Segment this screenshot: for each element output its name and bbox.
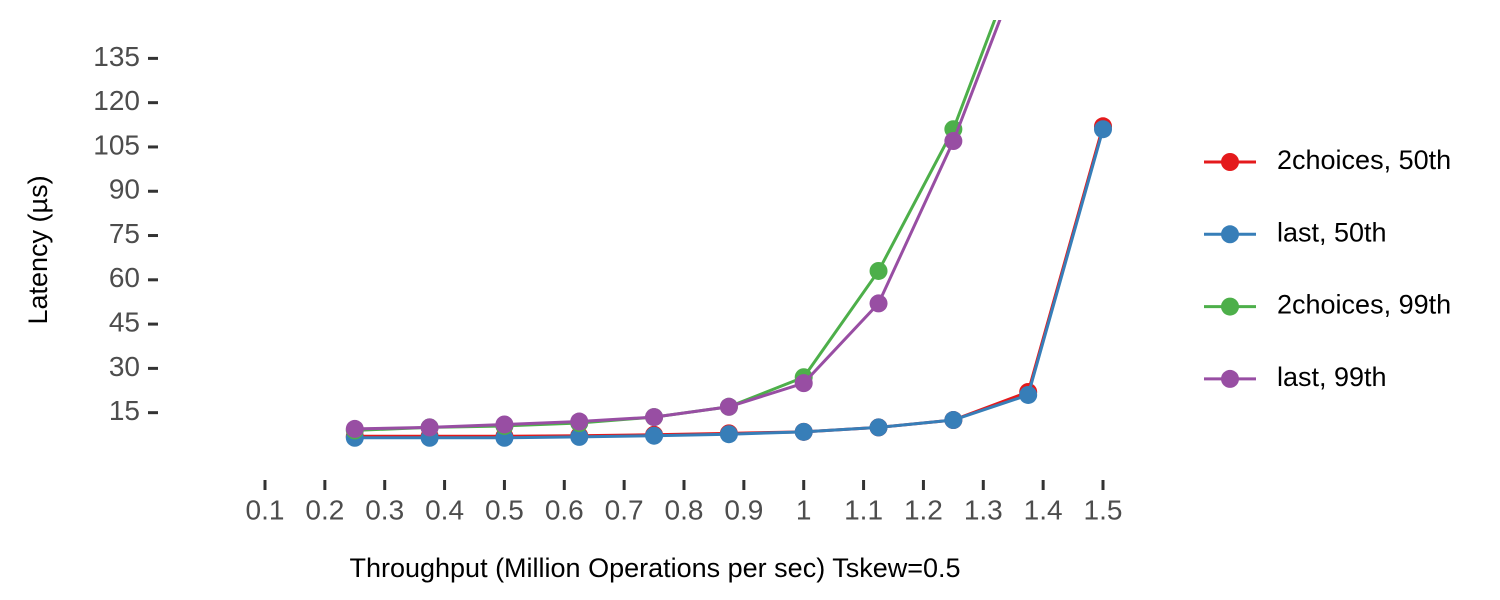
x-tick-label: 1.1 xyxy=(844,494,883,525)
data-point xyxy=(345,419,364,438)
x-tick-label: 0.5 xyxy=(485,494,524,525)
data-point xyxy=(570,412,589,431)
x-tick-label: 0.7 xyxy=(605,494,644,525)
x-axis-label: Throughput (Million Operations per sec) … xyxy=(349,553,960,583)
y-tick-label: 90 xyxy=(109,174,140,205)
data-point xyxy=(1019,385,1038,404)
legend-marker xyxy=(1221,369,1239,388)
x-tick-label: 0.9 xyxy=(724,494,763,525)
x-tick-label: 0.2 xyxy=(305,494,344,525)
data-point xyxy=(420,418,439,437)
y-tick-label: 75 xyxy=(109,218,140,249)
data-point xyxy=(869,418,888,437)
legend-marker xyxy=(1221,153,1239,171)
plot-area xyxy=(345,20,1112,447)
x-tick-label: 1.5 xyxy=(1084,494,1123,525)
x-tick-label: 1.3 xyxy=(964,494,1003,525)
y-tick-label: 60 xyxy=(109,262,140,293)
data-point xyxy=(869,294,888,313)
y-tick-label: 105 xyxy=(93,129,140,160)
x-tick-label: 0.4 xyxy=(425,494,464,525)
series-line xyxy=(354,128,1105,440)
x-tick-label: 1.2 xyxy=(904,494,943,525)
series-line xyxy=(354,20,1002,431)
legend-marker xyxy=(1221,297,1239,316)
y-tick-label: 30 xyxy=(109,351,140,382)
x-tick-label: 0.8 xyxy=(665,494,704,525)
y-axis-label: Latency (µs) xyxy=(23,175,53,324)
data-point xyxy=(944,411,963,430)
x-tick-label: 0.1 xyxy=(246,494,285,525)
data-point xyxy=(570,427,589,446)
data-point xyxy=(794,422,813,441)
data-point xyxy=(645,426,664,445)
data-point xyxy=(719,425,738,444)
data-point xyxy=(645,408,664,427)
x-tick-label: 1.4 xyxy=(1024,494,1063,525)
series-line xyxy=(354,20,997,432)
legend-marker xyxy=(1221,225,1239,244)
legend-label: last, 99th xyxy=(1277,362,1387,392)
data-point xyxy=(495,415,514,434)
data-point xyxy=(944,132,963,151)
y-tick-label: 120 xyxy=(93,85,140,116)
legend-label: 2choices, 50th xyxy=(1277,145,1451,175)
y-tick-label: 15 xyxy=(109,395,140,426)
data-point xyxy=(719,397,738,416)
legend-label: last, 50th xyxy=(1277,217,1387,247)
legend-label: 2choices, 99th xyxy=(1277,290,1451,320)
data-point xyxy=(794,374,813,393)
data-point xyxy=(869,261,888,280)
y-tick-label: 135 xyxy=(93,41,140,72)
x-tick-label: 0.3 xyxy=(365,494,404,525)
series-line xyxy=(354,125,1105,438)
data-point xyxy=(1094,120,1112,139)
y-tick-label: 45 xyxy=(109,306,140,337)
x-tick-label: 0.6 xyxy=(545,494,584,525)
x-tick-label: 1 xyxy=(796,494,812,525)
